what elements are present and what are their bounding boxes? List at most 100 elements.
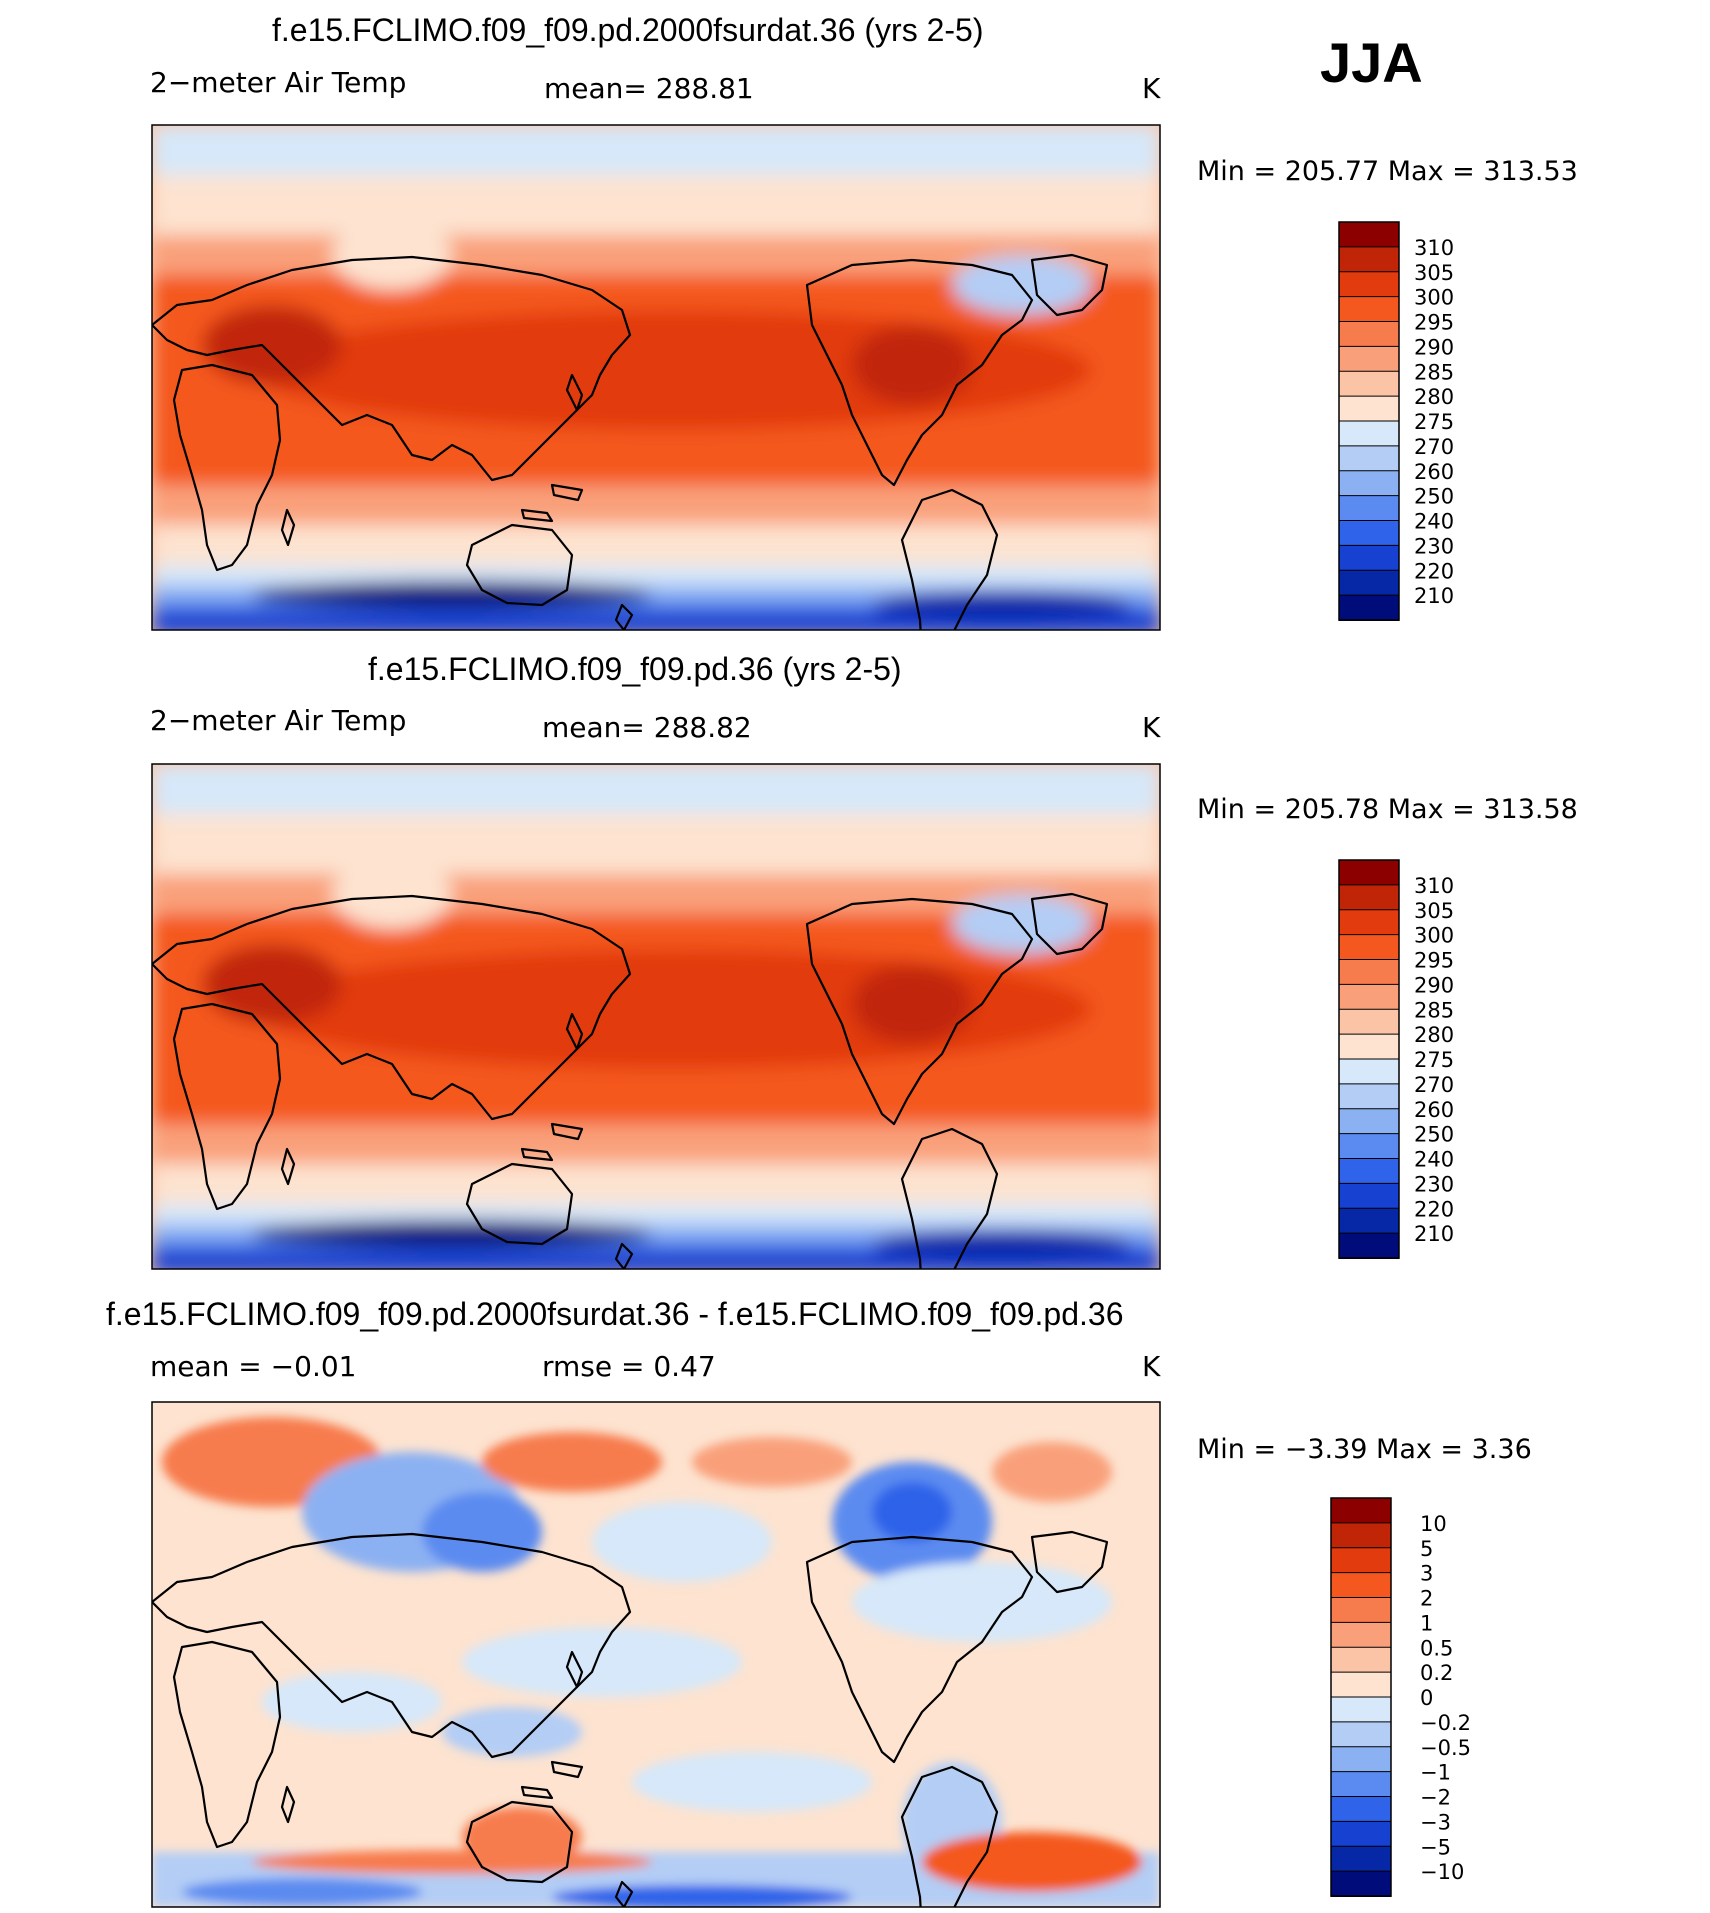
colorbar-swatch — [1338, 1158, 1400, 1185]
colorbar-tick-label: 250 — [1414, 1123, 1454, 1147]
colorbar-tick-label: 310 — [1414, 874, 1454, 898]
panel1-units-label: K — [1142, 72, 1161, 105]
panel1-variable-label: 2−meter Air Temp — [150, 66, 407, 99]
season-label: JJA — [1320, 31, 1423, 94]
panel3-frame — [151, 1401, 1161, 1908]
colorbar-tick-label: 220 — [1414, 559, 1454, 583]
colorbar-swatch — [1338, 395, 1400, 422]
colorbar-swatch — [1330, 1547, 1392, 1574]
colorbar-tick-label: 0.5 — [1420, 1636, 1453, 1660]
panel1-title: f.e15.FCLIMO.f09_f09.pd.2000fsurdat.36 (… — [272, 12, 984, 48]
panel3-minmax-label: Min = −3.39 Max = 3.36 — [1197, 1434, 1532, 1465]
colorbar-tick-label: 260 — [1414, 1098, 1454, 1122]
colorbar-tick-label: 295 — [1414, 949, 1454, 973]
colorbar-tick-label: 275 — [1414, 1048, 1454, 1072]
colorbar-swatch — [1338, 1133, 1400, 1160]
colorbar-swatch — [1330, 1771, 1392, 1798]
colorbar-swatch — [1338, 594, 1400, 621]
colorbar-swatch — [1338, 1008, 1400, 1036]
panel2-variable-label: 2−meter Air Temp — [150, 704, 407, 737]
colorbar-tick-label: 240 — [1414, 1148, 1454, 1172]
colorbar-tick-label: 280 — [1414, 385, 1454, 409]
panel2-units-label: K — [1142, 711, 1161, 744]
colorbar-tick-label: 250 — [1414, 485, 1454, 509]
colorbar-swatch — [1330, 1671, 1392, 1698]
colorbar-tick-label: 290 — [1414, 973, 1454, 997]
colorbar-tick-label: 5 — [1420, 1537, 1433, 1561]
colorbar-swatch — [1338, 246, 1400, 273]
colorbar-swatch — [1338, 271, 1400, 298]
panel1-mean-label: mean= 288.81 — [544, 72, 754, 105]
colorbar-swatch — [1338, 520, 1400, 547]
colorbar-tick-label: 290 — [1414, 335, 1454, 359]
colorbar-swatch — [1338, 859, 1400, 886]
colorbar-swatch — [1338, 445, 1400, 472]
colorbar-swatch — [1330, 1522, 1392, 1549]
colorbar-swatch — [1338, 296, 1400, 323]
colorbar-tick-label: 1 — [1420, 1611, 1433, 1635]
colorbar-swatch — [1338, 1182, 1400, 1210]
colorbar-tick-label: 285 — [1414, 998, 1454, 1022]
colorbar-swatch — [1330, 1796, 1392, 1823]
panel2-minmax-label: Min = 205.78 Max = 313.58 — [1197, 794, 1578, 825]
colorbar-swatch — [1338, 544, 1400, 572]
colorbar-swatch — [1338, 909, 1400, 936]
colorbar-swatch — [1330, 1572, 1392, 1599]
colorbar-tick-label: 270 — [1414, 1073, 1454, 1097]
colorbar-tick-label: 295 — [1414, 311, 1454, 335]
colorbar-tick-label: 260 — [1414, 460, 1454, 484]
panel2-mean-label: mean= 288.82 — [542, 711, 752, 744]
panel3-rmse-label: rmse = 0.47 — [542, 1350, 716, 1383]
colorbar-swatch — [1338, 1058, 1400, 1085]
colorbar-swatch — [1330, 1746, 1392, 1773]
panel1-minmax-label: Min = 205.77 Max = 313.53 — [1197, 156, 1578, 187]
colorbar-tick-label: 230 — [1414, 534, 1454, 558]
colorbar-tick-label: 285 — [1414, 360, 1454, 384]
colorbar-tick-label: 310 — [1414, 236, 1454, 260]
colorbar-swatch — [1338, 321, 1400, 348]
colorbar-tick-label: 270 — [1414, 435, 1454, 459]
panel3-mean-label: mean = −0.01 — [150, 1350, 357, 1383]
colorbar-panel1: 3103053002952902852802752702602502402302… — [1338, 221, 1454, 621]
colorbar-swatch — [1338, 1108, 1400, 1135]
colorbar-swatch — [1338, 1207, 1400, 1235]
panel2-title: f.e15.FCLIMO.f09_f09.pd.36 (yrs 2-5) — [368, 651, 902, 687]
colorbar-tick-label: 2 — [1420, 1587, 1433, 1611]
colorbar-swatch — [1330, 1820, 1392, 1848]
colorbar-swatch — [1338, 1232, 1400, 1259]
colorbar-swatch — [1330, 1845, 1392, 1873]
colorbar-swatch — [1338, 884, 1400, 911]
colorbar-tick-label: 220 — [1414, 1197, 1454, 1221]
panel1-frame — [151, 124, 1161, 631]
colorbar-frame — [1338, 859, 1400, 1259]
panel3-title: f.e15.FCLIMO.f09_f09.pd.2000fsurdat.36 -… — [106, 1296, 1124, 1332]
colorbar-swatch — [1330, 1621, 1392, 1649]
colorbar-swatch — [1338, 470, 1400, 497]
colorbar-tick-label: 300 — [1414, 286, 1454, 310]
colorbar-tick-label: 305 — [1414, 899, 1454, 923]
colorbar-tick-label: −0.5 — [1420, 1736, 1471, 1760]
colorbar-tick-label: 305 — [1414, 261, 1454, 285]
colorbar-tick-label: 275 — [1414, 410, 1454, 434]
colorbar-tick-label: −0.2 — [1420, 1711, 1471, 1735]
colorbar-swatch — [1338, 420, 1400, 447]
colorbar-panel2: 3103053002952902852802752702602502402302… — [1338, 859, 1454, 1259]
panel3-map — [152, 1402, 1160, 1907]
colorbar-swatch — [1338, 934, 1400, 961]
colorbar-swatch — [1330, 1646, 1392, 1674]
panel1-map — [152, 125, 1160, 630]
colorbar-tick-label: 210 — [1414, 1222, 1454, 1246]
colorbar-swatch — [1330, 1497, 1392, 1524]
colorbar-tick-label: 210 — [1414, 584, 1454, 608]
colorbar-tick-label: 0 — [1420, 1686, 1433, 1710]
colorbar-swatch — [1330, 1721, 1392, 1748]
colorbar-swatch — [1330, 1870, 1392, 1897]
colorbar-swatch — [1338, 983, 1400, 1011]
colorbar-swatch — [1330, 1597, 1392, 1624]
colorbar-frame — [1338, 221, 1400, 621]
colorbar-swatch — [1338, 569, 1400, 597]
colorbar-tick-label: −1 — [1420, 1761, 1451, 1785]
colorbar-swatch — [1338, 495, 1400, 522]
